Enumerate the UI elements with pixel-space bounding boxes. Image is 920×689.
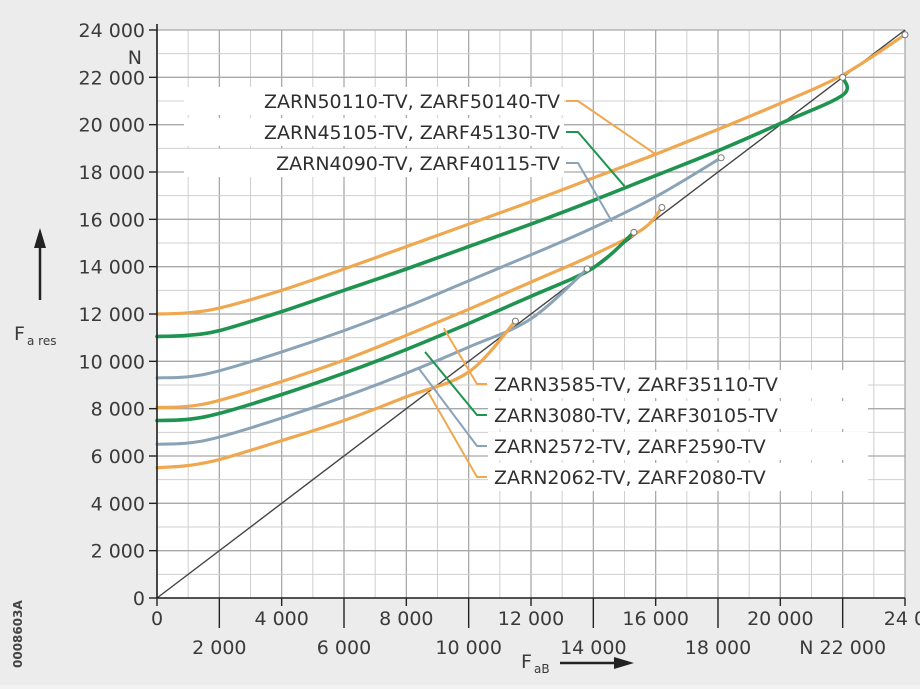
legend-label: ZARN2062-TV, ZARF2080-TV — [494, 467, 766, 489]
y-tick-label: 18 000 — [79, 162, 145, 184]
x-axis-arrow-head — [614, 657, 634, 669]
legend-label-background — [184, 87, 564, 115]
x-tick-label: 6 000 — [317, 637, 371, 659]
series-line-4 — [155, 205, 664, 410]
legend-label: ZARN45105-TV, ZARF45130-TV — [264, 122, 560, 144]
y-tick-label: 6 000 — [91, 446, 145, 468]
x-axis-subscript: aB — [534, 662, 550, 676]
y-tick-label: 4 000 — [91, 493, 145, 515]
legend-leader-line — [566, 100, 657, 156]
y-tick-label: 16 000 — [79, 209, 145, 231]
legend-label-background — [488, 370, 868, 398]
y-tick-label: 24 000 — [79, 20, 145, 42]
y-axis-name: F — [14, 323, 25, 345]
series-line-6 — [155, 267, 589, 446]
x-tick-label: 2 000 — [192, 637, 246, 659]
figure-code: 0008603A — [11, 600, 25, 668]
series-end-point-1 — [901, 31, 909, 39]
x-tick-label: N 22 000 — [799, 637, 886, 659]
legend-leader-line — [566, 162, 613, 223]
y-tick-label: 22 000 — [79, 67, 145, 89]
legend-label: ZARN3080-TV, ZARF30105-TV — [494, 405, 778, 427]
y-unit-label: N — [128, 47, 142, 69]
legend-label-background — [488, 401, 868, 429]
y-tick-label: 20 000 — [79, 115, 145, 137]
x-axis-name: F — [521, 651, 532, 673]
legend-leader-line — [566, 131, 626, 187]
legend-label: ZARN4090-TV, ZARF40115-TV — [276, 153, 560, 175]
legend-label-background — [488, 463, 868, 491]
legend-label-background — [184, 118, 564, 146]
series-group — [155, 31, 909, 470]
x-tick-label: 0 — [151, 608, 163, 630]
series-end-point-4 — [658, 204, 666, 211]
legend: ZARN50110-TV, ZARF50140-TV ZARN45105-TV, … — [184, 87, 868, 491]
y-axis-subscript: a res — [27, 334, 56, 348]
series-line-5 — [155, 230, 636, 423]
series-end-point-3 — [717, 154, 725, 162]
legend-label-background — [184, 149, 564, 177]
y-axis-title: F a res — [14, 228, 56, 348]
legend-label: ZARN2572-TV, ZARF2590-TV — [494, 436, 766, 458]
y-tick-label: 14 000 — [79, 257, 145, 279]
legend-leader-line — [427, 391, 487, 478]
x-tick-label: 4 000 — [254, 608, 308, 630]
y-tick-label: 2 000 — [91, 541, 145, 563]
x-tick-label: 20 000 — [747, 608, 813, 630]
legend-leaders — [418, 100, 657, 478]
y-tick-label: 0 — [133, 588, 145, 610]
x-tick-label: 16 000 — [622, 608, 688, 630]
x-tick-label: 14 000 — [560, 637, 626, 659]
legend-leader-line — [424, 351, 487, 416]
x-tick-labels: 0 4 000 8 000 12 000 16 000 20 000 24 000 2 000… — [151, 598, 920, 659]
series-line-7 — [155, 319, 517, 470]
legend-label: ZARN3585-TV, ZARF35110-TV — [494, 374, 778, 396]
series-end-point-6 — [583, 265, 591, 273]
y-tick-labels: 0 2 000 4 000 6 000 8 000 10 000 12 000 14 000 1… — [79, 20, 157, 610]
y-tick-label: 10 000 — [79, 351, 145, 373]
legend-leader-line — [418, 367, 487, 447]
y-tick-label: 8 000 — [91, 399, 145, 421]
x-tick-label: 24 000 — [884, 608, 920, 630]
series-end-point-5 — [630, 228, 638, 236]
legend-leader-line — [442, 327, 487, 385]
x-axis-title: F aB — [521, 651, 634, 676]
x-tick-label: 12 000 — [498, 608, 564, 630]
y-axis-arrow-head — [34, 228, 46, 248]
legend-label-background — [488, 432, 868, 460]
series-line-3 — [155, 156, 723, 380]
x-tick-label: 10 000 — [435, 637, 501, 659]
x-tick-label: 18 000 — [685, 637, 751, 659]
series-line-2 — [155, 75, 850, 339]
y-tick-label: 12 000 — [79, 304, 145, 326]
series-end-point-7 — [511, 317, 519, 325]
legend-label: ZARN50110-TV, ZARF50140-TV — [264, 91, 560, 113]
series-end-point-2 — [839, 73, 847, 81]
series-line-1 — [155, 33, 907, 316]
x-tick-label: 8 000 — [379, 608, 433, 630]
